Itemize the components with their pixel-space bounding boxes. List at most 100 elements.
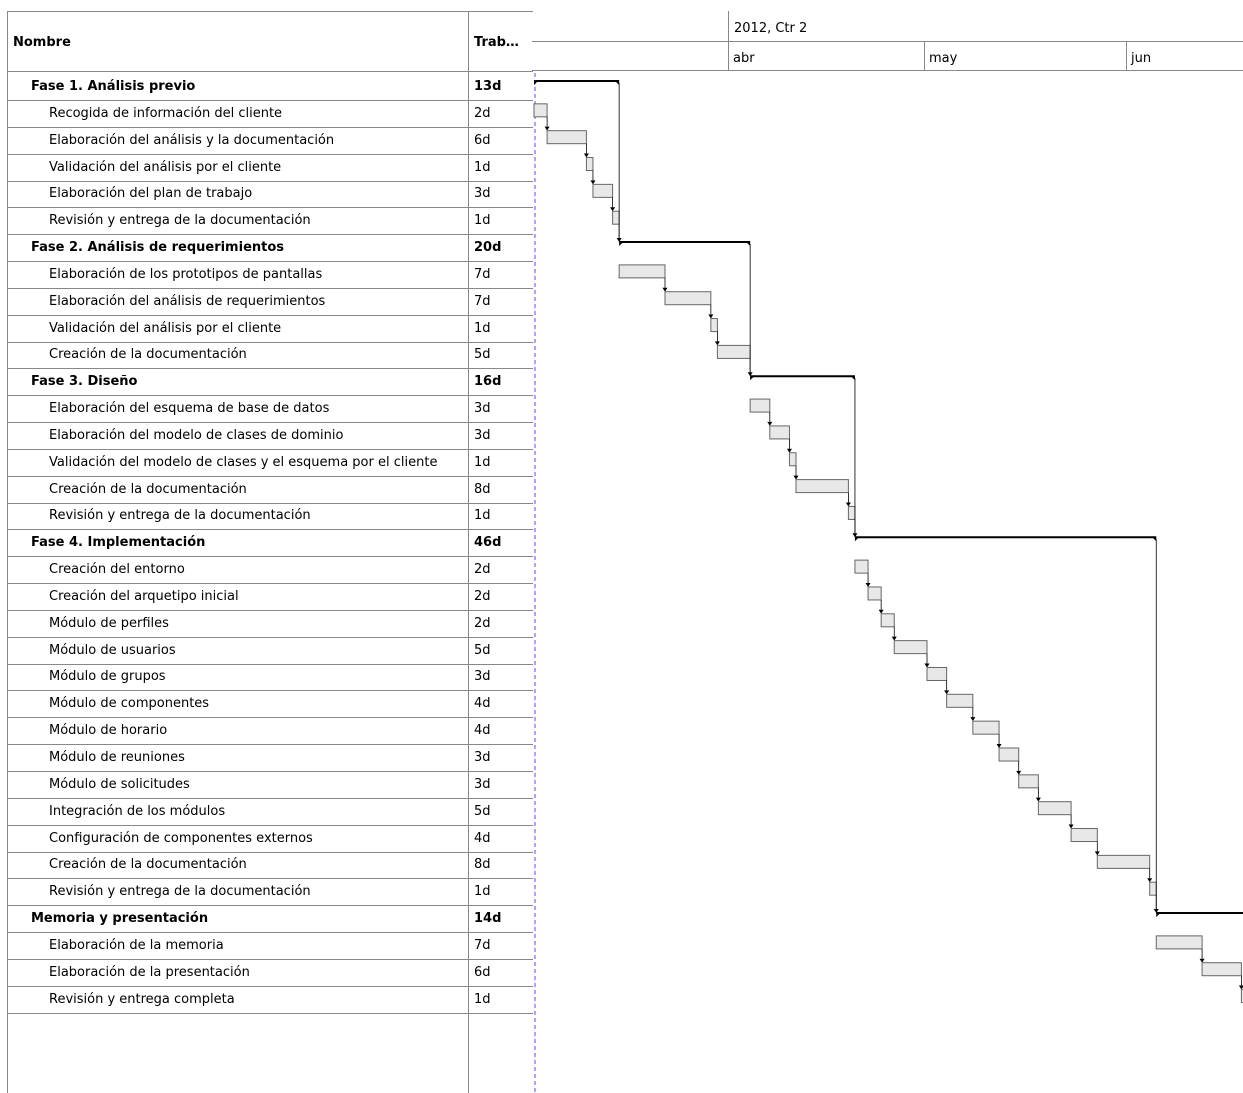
task-work: 5d [474, 642, 491, 658]
task-work: 5d [474, 803, 491, 819]
task-name: Elaboración de la presentación [49, 964, 250, 980]
task-row[interactable]: Creación de la documentación 8d [8, 852, 533, 880]
task-bar [710, 318, 718, 333]
task-work: 1d [474, 454, 491, 470]
task-work: 5d [474, 347, 491, 363]
task-row[interactable]: Módulo de componentes 4d [8, 691, 533, 719]
dependency-arrow [793, 475, 799, 480]
phase-row[interactable]: Fase 4. Implementación 46d [8, 530, 533, 558]
task-work: 8d [474, 857, 491, 873]
task-work: 4d [474, 696, 491, 712]
task-row[interactable]: Elaboración del modelo de clases de domi… [8, 423, 533, 450]
task-row[interactable]: Elaboración del análisis y la documentac… [8, 128, 533, 155]
task-bar [533, 103, 548, 118]
dependency-arrow [1199, 958, 1205, 963]
task-work: 3d [474, 669, 491, 685]
task-work: 4d [474, 830, 491, 846]
task-name: Creación del entorno [49, 562, 185, 578]
dependency-arrow [1016, 770, 1022, 775]
task-row[interactable]: Módulo de solicitudes 3d [8, 772, 533, 799]
task-row[interactable]: Elaboración del plan de trabajo 3d [8, 181, 533, 209]
task-row[interactable]: Elaboración de la memoria 7d [8, 933, 533, 960]
task-bar [867, 586, 882, 601]
task-row[interactable]: Elaboración de la presentación 6d [8, 960, 533, 987]
task-row[interactable]: Elaboración de los prototipos de pantall… [8, 262, 533, 289]
task-row[interactable]: Revisión y entrega de la documentación 1d [8, 503, 533, 531]
task-work: 1d [474, 508, 491, 524]
task-bar [1070, 828, 1098, 843]
task-bar [946, 693, 974, 708]
dependency-arrow [878, 609, 884, 614]
task-name: Fase 4. Implementación [31, 535, 206, 551]
task-row[interactable]: Módulo de perfiles 2d [8, 611, 533, 638]
task-work: 3d [474, 186, 491, 202]
dependency-arrow [944, 690, 950, 695]
task-name: Elaboración de los prototipos de pantall… [49, 266, 323, 282]
task-name: Configuración de componentes externos [49, 830, 313, 846]
task-bar [1149, 881, 1157, 896]
dependency-arrow [767, 421, 773, 426]
task-bar [1018, 774, 1039, 789]
dependency-arrow [1035, 797, 1041, 802]
task-row[interactable]: Creación de la documentación 8d [8, 477, 533, 504]
task-work: 1d [474, 320, 491, 336]
task-row[interactable]: Validación del modelo de clases y el esq… [8, 450, 533, 477]
phase-row[interactable]: Memoria y presentación 14d [8, 906, 533, 934]
task-work: 3d [474, 401, 491, 417]
task-bar [926, 666, 948, 681]
task-name: Módulo de solicitudes [49, 776, 190, 792]
column-header-name[interactable]: Nombre [13, 34, 71, 50]
dependency-arrow [610, 207, 616, 212]
period-label: 2012, Ctr 2 [734, 21, 808, 36]
task-row[interactable]: Revisión y entrega de la documentación 1d [8, 208, 533, 236]
task-bar [847, 505, 856, 520]
task-work: 46d [474, 535, 502, 551]
month-divider [1126, 41, 1127, 71]
task-row[interactable]: Validación del análisis por el cliente 1d [8, 316, 533, 343]
task-bar [664, 291, 712, 306]
task-row[interactable]: Creación de la documentación 5d [8, 342, 533, 370]
task-bar [769, 425, 790, 440]
task-row[interactable]: Módulo de grupos 3d [8, 664, 533, 692]
task-work: 1d [474, 884, 491, 900]
task-name: Elaboración del plan de trabajo [49, 186, 253, 202]
task-row[interactable]: Revisión y entrega de la documentación 1d [8, 879, 533, 907]
task-row[interactable]: Validación del análisis por el cliente 1d [8, 155, 533, 182]
task-work: 14d [474, 911, 502, 927]
task-bar [1096, 854, 1151, 869]
task-work: 2d [474, 105, 491, 121]
column-divider[interactable] [468, 12, 469, 1093]
task-table: Nombre Trab… Fase 1. Análisis previo 13d R… [7, 11, 533, 1093]
task-work: 16d [474, 374, 502, 390]
task-row[interactable]: Módulo de reuniones 3d [8, 745, 533, 772]
task-work: 20d [474, 240, 502, 256]
phase-row[interactable]: Fase 1. Análisis previo 13d [8, 74, 533, 101]
task-work: 8d [474, 481, 491, 497]
column-header-work[interactable]: Trab… [474, 34, 519, 50]
task-row[interactable]: Elaboración del esquema de base de datos… [8, 396, 533, 424]
task-row[interactable]: Módulo de usuarios 5d [8, 638, 533, 665]
task-row[interactable]: Creación del arquetipo inicial 2d [8, 584, 533, 611]
summary-bar-start [619, 242, 624, 247]
task-bar [716, 344, 751, 359]
task-row[interactable]: Elaboración del análisis de requerimient… [8, 289, 533, 316]
task-bar [972, 720, 1000, 735]
phase-row[interactable]: Fase 3. Diseño 16d [8, 369, 533, 397]
task-name: Fase 2. Análisis de requerimientos [31, 240, 285, 256]
task-name: Módulo de perfiles [49, 615, 169, 631]
dependency-arrow [1068, 824, 1074, 829]
gantt-bars [533, 73, 1243, 1092]
task-row[interactable]: Integración de los módulos 5d [8, 799, 533, 826]
task-work: 3d [474, 427, 491, 443]
task-work: 2d [474, 588, 491, 604]
task-bar [854, 559, 869, 574]
task-row[interactable]: Recogida de información del cliente 2d [8, 101, 533, 128]
task-name: Integración de los módulos [49, 803, 226, 819]
task-row[interactable]: Módulo de horario 4d [8, 718, 533, 746]
task-row[interactable]: Revisión y entrega completa 1d [8, 987, 533, 1014]
task-name: Creación de la documentación [49, 481, 247, 497]
task-row[interactable]: Creación del entorno 2d [8, 557, 533, 585]
summary-bar-end [615, 81, 620, 85]
phase-row[interactable]: Fase 2. Análisis de requerimientos 20d [8, 235, 533, 263]
task-row[interactable]: Configuración de componentes externos 4d [8, 826, 533, 853]
